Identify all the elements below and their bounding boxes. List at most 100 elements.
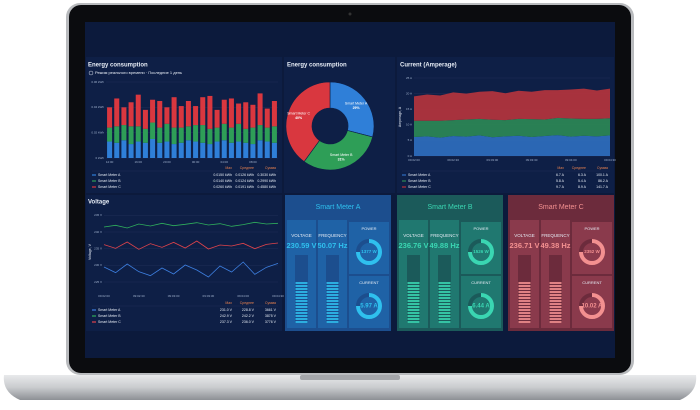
level-stripe — [549, 291, 562, 293]
level-stripe — [407, 285, 420, 287]
bar-segment — [150, 122, 156, 139]
legend-label: Smart Meter B — [98, 314, 121, 318]
bar-segment — [185, 140, 191, 158]
panel-title: Voltage — [88, 200, 110, 206]
bar-segment — [214, 109, 220, 128]
y-tick-label: 0.02 kWh — [91, 130, 104, 134]
bar-segment — [221, 99, 227, 124]
level-stripe — [407, 315, 420, 317]
level-stripe — [295, 294, 308, 296]
legend-swatch — [92, 309, 96, 311]
level-stripe — [407, 306, 420, 308]
bar-segment — [178, 142, 184, 158]
meter-name: Smart Meter A — [316, 204, 361, 211]
level-stripe — [518, 303, 531, 305]
level-stripe — [326, 285, 339, 287]
pie-slice — [329, 81, 375, 138]
bar-segment — [150, 139, 156, 158]
level-stripe — [326, 282, 339, 284]
slice-value: 31% — [338, 157, 346, 161]
level-stripe — [438, 306, 451, 308]
bar-segment — [178, 127, 184, 143]
y-tick-label: 0.06 kWh — [91, 80, 104, 84]
metric-label: CURRENT — [471, 280, 491, 285]
bar-segment — [200, 142, 206, 158]
level-stripe — [295, 288, 308, 290]
bar-segment — [207, 128, 213, 145]
slice-label: Smart Meter B — [330, 153, 353, 157]
slice-value: 29% — [353, 106, 361, 110]
bar-segment — [164, 107, 170, 124]
x-tick-label: 09:03:00 — [168, 294, 180, 298]
level-stripe — [438, 300, 451, 302]
metric-box — [572, 222, 612, 274]
metric-label: VOLTAGE — [403, 233, 424, 238]
legend-label: Smart Meter C — [408, 185, 431, 189]
level-stripe — [549, 312, 562, 314]
level-stripe — [407, 321, 420, 323]
level-stripe — [518, 312, 531, 314]
x-tick-label: 16:00 — [134, 160, 142, 164]
level-stripe — [549, 321, 562, 323]
legend-label: Smart Meter C — [98, 320, 121, 324]
bar-segment — [157, 101, 163, 128]
bar-segment — [142, 109, 148, 129]
bar-segment — [236, 123, 242, 142]
panel-title: Current (Amperage) — [400, 63, 457, 69]
level-stripe — [549, 306, 562, 308]
level-stripe — [549, 288, 562, 290]
bar-segment — [221, 123, 227, 141]
panel-title: Energy consumption — [88, 63, 148, 69]
y-tick-label: 5 A — [408, 138, 412, 142]
legend-stat: 0.3030 kWh — [257, 173, 276, 177]
bar-segment — [185, 126, 191, 141]
level-stripe — [326, 294, 339, 296]
gauge-arc — [468, 239, 494, 265]
metric-box — [461, 276, 501, 328]
level-stripe — [407, 309, 420, 311]
bar-segment — [200, 125, 206, 143]
level-stripe — [326, 303, 339, 305]
legend-label: Smart Meter A — [98, 308, 121, 312]
bar-segment — [257, 93, 263, 126]
hinge-notch — [300, 375, 400, 380]
meter-name: Smart Meter C — [538, 204, 584, 211]
legend-stat: 5.4 A — [578, 179, 587, 183]
level-stripe — [326, 321, 339, 323]
legend-header: Max — [225, 166, 232, 170]
clock-icon — [88, 70, 94, 76]
x-tick-label: 09:04:00 — [565, 158, 577, 162]
metric-label: CURRENT — [582, 280, 602, 285]
x-tick-label: 09:02:00 — [98, 294, 110, 298]
bar-segment — [171, 144, 177, 158]
laptop-base — [3, 375, 697, 400]
bar-segment — [135, 126, 141, 142]
bar-segment — [157, 127, 163, 143]
bar-segment — [264, 141, 270, 158]
level-stripe — [518, 291, 531, 293]
metric-label: POWER — [584, 226, 599, 231]
area — [414, 117, 610, 138]
metric-value: 2352 W — [584, 249, 600, 254]
y-tick-label: 15 A — [406, 107, 412, 111]
bar-segment — [114, 126, 120, 143]
legend-header: Max — [557, 166, 564, 170]
level-stripe — [438, 321, 451, 323]
metric-value: 236.71 V — [509, 241, 539, 250]
level-stripe — [407, 312, 420, 314]
metric-value: 10.02 A — [582, 304, 603, 310]
x-tick-label: 09:03:30 — [203, 294, 215, 298]
legend-stat: 0.0124 kWh — [235, 179, 254, 183]
metric-label: VOLTAGE — [291, 233, 312, 238]
bar-segment — [257, 140, 263, 158]
line — [103, 261, 279, 278]
bar-segment — [157, 142, 163, 158]
legend-stat: 8.9 A — [578, 185, 587, 189]
legend-stat: 242.9 V — [220, 314, 233, 318]
level-stripe — [518, 294, 531, 296]
level-stripe — [438, 303, 451, 305]
y-tick-label: 20 A — [406, 91, 412, 95]
y-tick-label: 240 V — [94, 230, 102, 234]
